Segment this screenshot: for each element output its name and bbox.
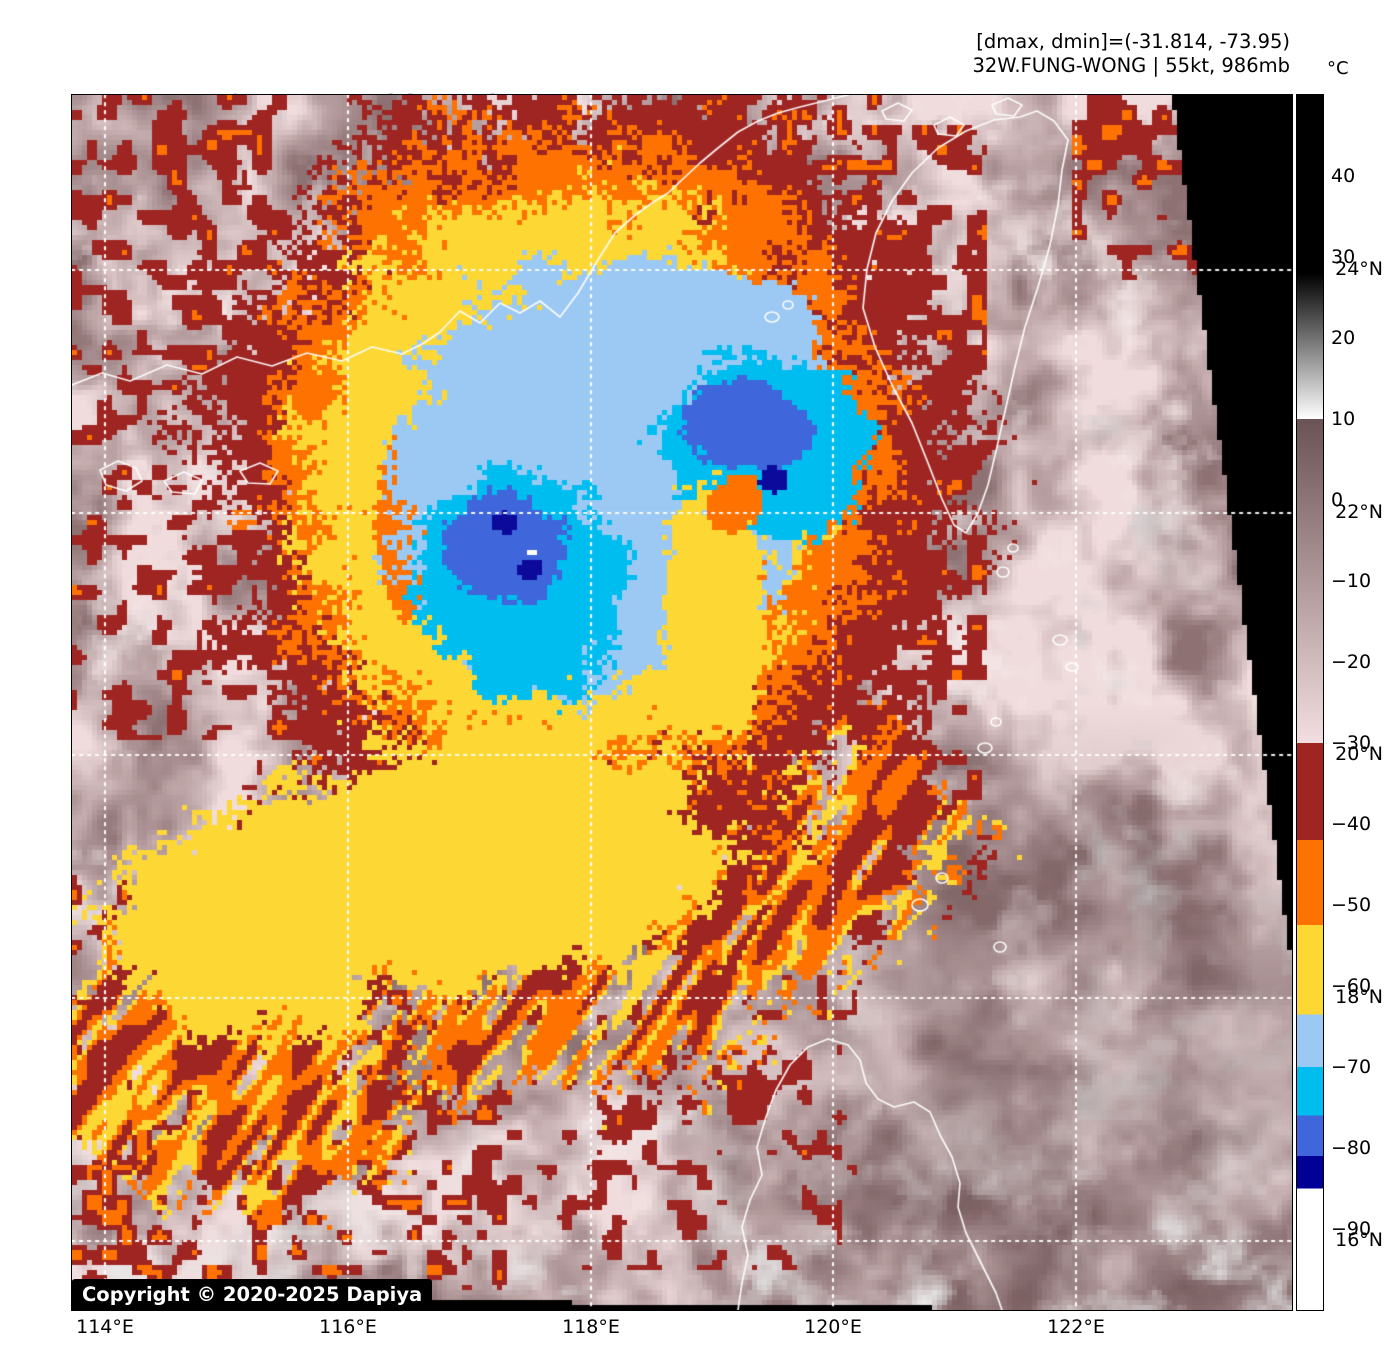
lat-tick-label: 20°N [1335,743,1383,765]
lat-tick-label: 16°N [1335,1229,1383,1251]
lon-tick-label: 120°E [804,1316,862,1338]
colorbar-tick-label: −50 [1331,894,1372,916]
lon-tick-label: 122°E [1047,1316,1105,1338]
lat-tick-label: 24°N [1335,258,1383,280]
lon-tick-label: 114°E [76,1316,134,1338]
colorbar-tick-label: 20 [1331,327,1356,349]
lon-tick-label: 118°E [562,1316,620,1338]
lon-tick-label: 116°E [319,1316,377,1338]
lat-tick-label: 22°N [1335,501,1383,523]
colorbar-tick-label: −30 [1331,732,1372,754]
colorbar-tick-label: 40 [1331,165,1356,187]
colorbar-tick-label: −60 [1331,975,1372,997]
annotation-block: [dmax, dmin]=(-31.814, -73.95) 32W.FUNG-… [972,30,1290,78]
satellite-imagery-canvas [72,95,1292,1310]
dmax-dmin-readout: [dmax, dmin]=(-31.814, -73.95) [976,30,1290,53]
colorbar-tick-label: −90 [1331,1218,1372,1240]
lat-tick-label: 18°N [1335,986,1383,1008]
storm-info: 32W.FUNG-WONG | 55kt, 986mb [972,54,1290,77]
colorbar-tick-label: −80 [1331,1137,1372,1159]
colorbar-tick-label: 0 [1331,489,1344,511]
copyright-badge: Copyright © 2020-2025 Dapiya [72,1279,433,1310]
satellite-map [71,94,1293,1311]
temperature-colorbar [1296,94,1324,1311]
colorbar-tick-label: 10 [1331,408,1356,430]
colorbar-unit-label: °C [1327,58,1349,79]
colorbar-tick-label: 30 [1331,246,1356,268]
colorbar-tick-label: −10 [1331,570,1372,592]
colorbar-tick-label: −40 [1331,813,1372,835]
colorbar-tick-label: −20 [1331,651,1372,673]
colorbar-tick-label: −70 [1331,1056,1372,1078]
